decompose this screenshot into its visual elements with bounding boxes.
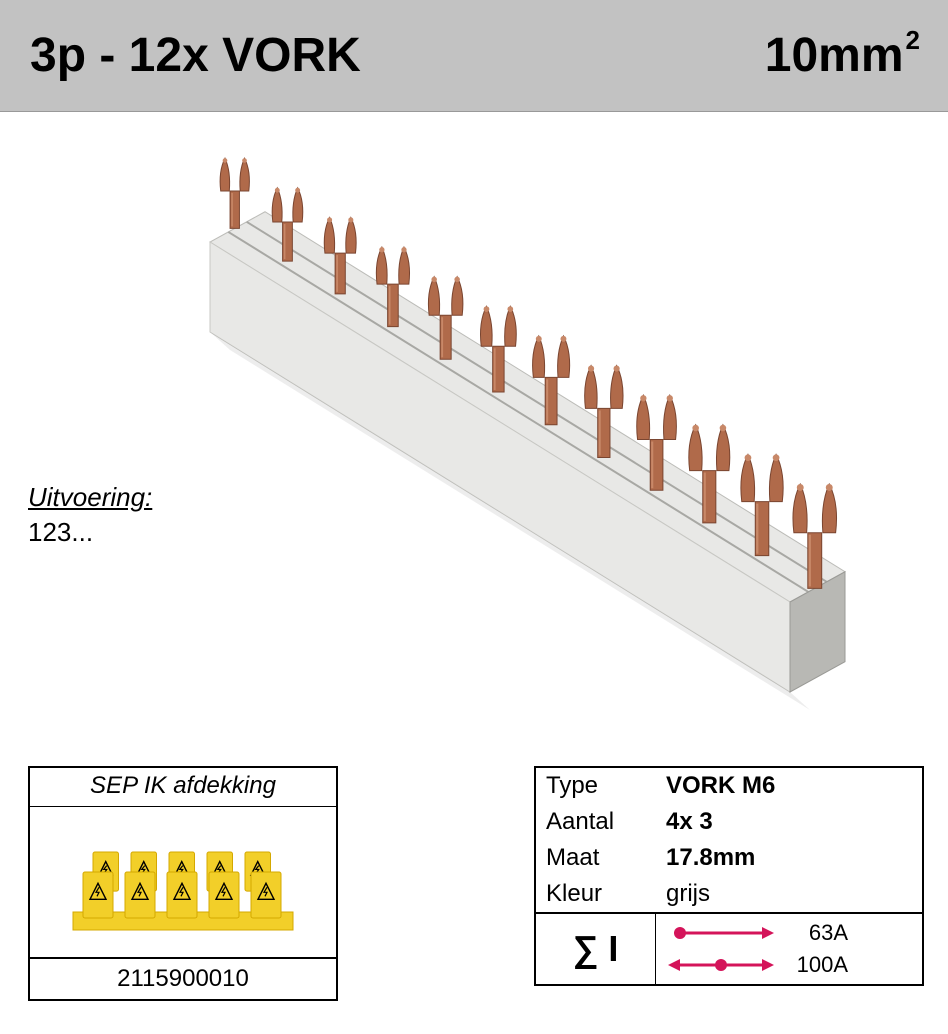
arrow-right-icon (666, 922, 776, 944)
spec-row: TypeVORK M6 (536, 768, 922, 804)
wire-size: 10mm2 (765, 28, 918, 83)
spec-row: Aantal4x 3 (536, 804, 922, 840)
accessory-code: 2115900010 (30, 957, 336, 999)
current-values: 63A 100A (656, 914, 922, 984)
spec-label: Type (536, 768, 656, 804)
spec-label: Aantal (536, 804, 656, 840)
spec-value: 17.8mm (656, 840, 922, 876)
uitvoering-value: 123... (28, 517, 152, 548)
product-area: Uitvoering: 123... (0, 112, 948, 772)
spec-value: VORK M6 (656, 768, 922, 804)
product-illustration (150, 122, 890, 742)
product-title: 3p - 12x VORK (30, 28, 361, 83)
bottom-row: SEP IK afdekking 2115900010 TypeVORK M6A… (0, 766, 948, 1016)
current-value: 63A (788, 920, 848, 946)
header-bar: 3p - 12x VORK 10mm2 (0, 0, 948, 112)
current-value: 100A (788, 952, 848, 978)
spec-value: grijs (656, 876, 922, 912)
spec-label: Maat (536, 840, 656, 876)
arrow-both-icon (666, 954, 776, 976)
spec-label: Kleur (536, 876, 656, 912)
uitvoering-label: Uitvoering: (28, 482, 152, 513)
uitvoering-block: Uitvoering: 123... (28, 482, 152, 548)
accessory-illustration (53, 817, 313, 947)
spec-value: 4x 3 (656, 804, 922, 840)
accessory-title: SEP IK afdekking (30, 768, 336, 807)
current-row: ∑ I 63A 100A (536, 914, 922, 984)
spec-box: TypeVORK M6Aantal4x 3Maat17.8mmKleurgrij… (534, 766, 924, 986)
current-line: 63A (666, 920, 912, 946)
accessory-box: SEP IK afdekking 2115900010 (28, 766, 338, 1001)
wire-size-exponent: 2 (906, 25, 920, 55)
current-line: 100A (666, 952, 912, 978)
spec-row: Maat17.8mm (536, 840, 922, 876)
wire-size-value: 10mm (765, 29, 904, 82)
accessory-image (30, 807, 336, 957)
sigma-label: ∑ I (536, 914, 656, 984)
spec-row: Kleurgrijs (536, 876, 922, 912)
